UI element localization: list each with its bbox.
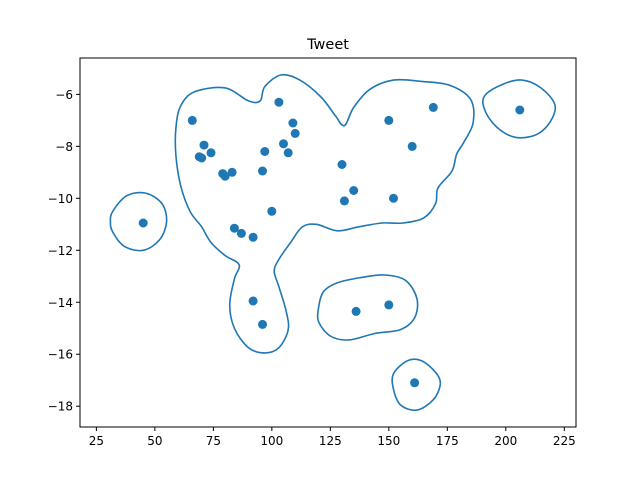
scatter-point [227, 167, 237, 177]
y-tick-label: −8 [55, 140, 73, 154]
density-contour [391, 358, 442, 412]
axes: 25 50 75 100 125 150 175 200 225 −6 −8 −10 −12 −14 −16… [48, 57, 577, 448]
chart-title: Tweet [306, 37, 349, 53]
scatter-point [349, 186, 359, 195]
density-contour [109, 191, 168, 252]
y-tick-label: −18 [48, 400, 73, 414]
scatter-point [274, 97, 284, 107]
density-contour [174, 73, 475, 354]
scatter-point [258, 319, 267, 329]
scatter-point [337, 160, 347, 169]
scatter-point [267, 206, 277, 216]
x-tick-label: 75 [206, 434, 221, 448]
scatter-point [199, 140, 209, 150]
x-tick-label: 150 [377, 434, 400, 448]
scatter-point [389, 193, 398, 203]
scatter-point [384, 115, 394, 125]
x-tick-label: 175 [436, 434, 459, 448]
scatter-point [206, 148, 216, 158]
scatter-point [279, 139, 288, 149]
scatter-point [407, 141, 417, 151]
y-tick-label: −14 [48, 296, 73, 310]
x-tick-label: 125 [319, 434, 342, 448]
y-tick-label: −10 [48, 192, 73, 206]
axes-frame [79, 57, 577, 428]
scatter-point [384, 300, 394, 310]
scatter-point [194, 152, 204, 162]
x-tick-label: 200 [494, 434, 517, 448]
x-tick-label: 225 [553, 434, 576, 448]
scatter-point [290, 128, 300, 138]
scatter-point [236, 228, 246, 238]
scatter-point [248, 296, 258, 306]
y-tick-label: −6 [55, 88, 73, 102]
scatter-point [138, 218, 148, 228]
scatter-point [515, 105, 525, 115]
scatter-point [288, 118, 298, 128]
density-contour [482, 79, 557, 139]
scatter-point [283, 148, 293, 158]
plot-area [109, 73, 557, 412]
scatter-point [229, 223, 239, 233]
y-tick-label: −12 [48, 244, 73, 258]
scatter-point [339, 196, 349, 206]
density-contour [316, 274, 419, 341]
y-tick-label: −16 [48, 348, 73, 362]
scatter-point [187, 115, 197, 125]
scatter-point [351, 306, 361, 316]
scatter-point [248, 232, 258, 242]
scatter-point [410, 378, 420, 388]
x-tick-label: 50 [147, 434, 162, 448]
scatter-point [258, 166, 267, 176]
scatter-point [260, 147, 270, 156]
x-tick-label: 25 [89, 434, 104, 448]
x-tick-label: 100 [260, 434, 283, 448]
scatter-point [220, 171, 230, 181]
scatter-point [428, 102, 438, 112]
